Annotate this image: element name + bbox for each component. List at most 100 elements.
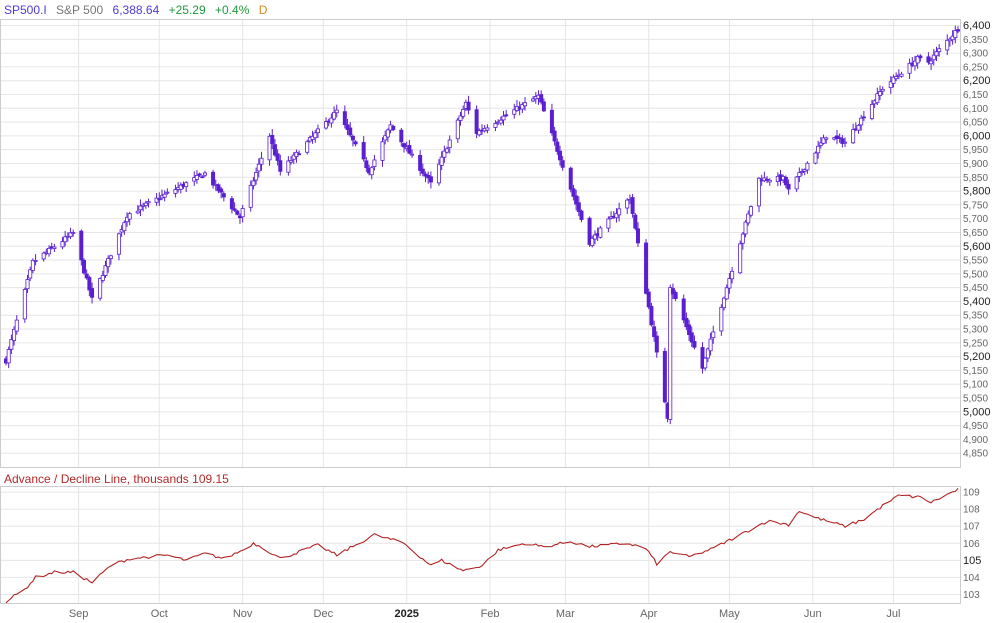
candle [681,294,686,324]
candle [926,52,931,65]
candle [673,290,678,302]
candle [402,142,407,153]
candle [248,180,253,212]
candle [90,282,95,304]
indicator-last-value: 109.15 [192,472,229,486]
candle [60,237,65,250]
candle [68,227,73,240]
candle [6,346,11,369]
y-tick-label: 4,900 [963,435,988,446]
x-tick-label: Mar [556,608,575,620]
x-tick-label: Feb [481,608,500,620]
candle [541,98,546,113]
y-tick-label: 5,250 [963,338,988,349]
y-tick-label: 5,300 [963,325,988,336]
candle [692,335,697,350]
candle [719,304,724,336]
candle [267,133,272,166]
candle [87,275,92,297]
candle [122,220,127,235]
ad-line-series [5,487,959,604]
candle [63,230,68,247]
candle [907,58,912,79]
candle [915,54,920,69]
y-tick-label: 5,500 [963,269,988,280]
candle [235,209,240,216]
y-tick-label: 108 [963,505,980,516]
period-selector[interactable]: D [258,3,268,17]
candle [146,198,151,208]
y-tick-label: 104 [963,573,980,584]
y-tick-label: 6,400 [963,20,991,32]
y-tick-label: 6,350 [963,35,988,46]
candle [934,46,939,61]
y-tick-label: 5,950 [963,145,988,156]
candle [918,54,923,62]
candle [899,71,904,78]
candle [364,157,369,172]
candle [79,229,84,266]
candle [689,326,694,348]
candle [9,334,14,354]
candle [14,315,19,335]
y-tick-label: 5,150 [963,366,988,377]
y-tick-label: 6,050 [963,118,988,129]
candle [818,137,823,149]
candle [197,172,202,178]
candle [345,118,350,135]
candle [794,175,799,192]
candle [334,104,339,118]
candle [767,178,772,186]
y-tick-label: 5,450 [963,283,988,294]
x-tick-label: 2025 [394,608,418,620]
y-tick-label: 6,200 [963,75,991,87]
candle [157,192,162,206]
ticker-symbol[interactable]: SP500.I [4,3,47,17]
x-axis-labels: Sep Oct Nov Dec 2025 Feb Mar Apr May Jun Jul [69,608,901,620]
candle [135,205,140,215]
candle [219,187,224,199]
candle [286,156,291,176]
candle [700,342,705,374]
candle [579,209,584,223]
candle [41,251,46,262]
y-tick-label: 5,800 [963,186,991,198]
candle [47,245,52,257]
candle [840,135,845,148]
candle [531,96,536,103]
candle [391,124,396,132]
candle [590,235,595,248]
candle [52,243,57,252]
candle [668,284,673,425]
candle [797,167,802,183]
candle [270,129,275,149]
candle [332,106,337,121]
candle [216,183,221,194]
candle [259,151,264,171]
candle [278,154,283,176]
candle [802,168,807,176]
y-tick-label: 6,100 [963,104,988,115]
candle [106,255,111,273]
candle [560,156,565,171]
candle [116,232,121,261]
candle [625,198,630,215]
candle [418,150,423,176]
candle [805,161,810,174]
candle [81,258,86,275]
candle [598,225,603,239]
candle [520,102,525,114]
candle [592,230,597,245]
candle [173,184,178,198]
candle [428,171,433,189]
candle [571,184,576,201]
y-tick-label: 107 [963,522,980,533]
candle [609,211,614,220]
candle [748,205,753,218]
y-tick-label: 5,850 [963,173,988,184]
y-tick-label: 5,000 [963,406,991,418]
y-tick-label: 109 [963,488,980,499]
candle [200,175,205,179]
